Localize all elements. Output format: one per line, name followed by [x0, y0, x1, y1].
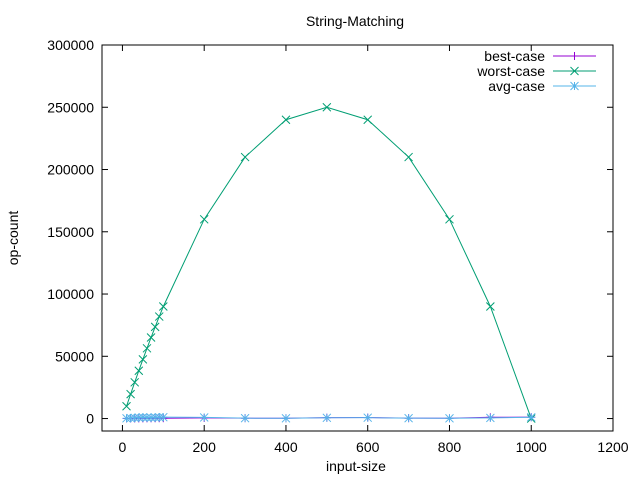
legend-label: worst-case [476, 63, 545, 79]
data-point [158, 412, 168, 422]
legend-marker [570, 81, 579, 91]
data-point [322, 413, 332, 423]
y-axis-label: op-count [5, 211, 21, 266]
data-point [445, 413, 454, 423]
data-point [138, 355, 148, 364]
data-point [363, 115, 373, 125]
x-tick-label: 800 [438, 439, 462, 455]
data-point [322, 102, 332, 112]
data-point [404, 413, 413, 423]
data-point [154, 312, 164, 321]
legend-marker [570, 66, 579, 76]
x-axis: 0 200 400 600 800 1000 1200 [119, 45, 629, 455]
y-tick-label: 0 [86, 411, 94, 427]
legend-label: avg-case [488, 78, 545, 94]
data-point [281, 115, 291, 125]
legend-label: best-case [484, 48, 545, 64]
series-layer [122, 102, 536, 423]
y-tick-label: 100000 [47, 286, 94, 302]
data-point [240, 152, 250, 162]
x-tick-label: 400 [274, 439, 298, 455]
data-point [122, 413, 131, 423]
data-point [486, 413, 495, 423]
chart-title: String-Matching [306, 13, 404, 29]
x-tick-label: 0 [119, 439, 127, 455]
y-tick-label: 250000 [47, 99, 94, 115]
data-point [404, 152, 413, 162]
data-point [130, 377, 140, 387]
data-point [240, 413, 250, 423]
data-point [142, 343, 152, 353]
x-tick-label: 600 [356, 439, 380, 455]
data-point [122, 401, 131, 411]
x-tick-label: 1000 [516, 439, 547, 455]
series-worst-case [122, 102, 536, 423]
y-tick-label: 150000 [47, 224, 94, 240]
data-point [445, 214, 454, 224]
y-tick-label: 300000 [47, 37, 94, 53]
x-tick-label: 200 [193, 439, 217, 455]
series-line [126, 106, 532, 419]
data-point [134, 366, 144, 376]
data-point [199, 413, 209, 422]
data-point [486, 302, 495, 311]
y-tick-label: 200000 [47, 162, 94, 178]
plot-frame [101, 44, 614, 432]
x-tick-label: 1200 [597, 439, 628, 455]
data-point [199, 214, 209, 224]
data-point [281, 413, 291, 423]
data-point [150, 322, 160, 332]
data-point [138, 412, 148, 422]
data-point [154, 412, 164, 422]
data-point [158, 302, 168, 311]
x-axis-label: input-size [326, 458, 386, 474]
y-axis: 0 50000 100000 150000 200000 250000 300000 [47, 37, 613, 427]
y-tick-label: 50000 [55, 348, 94, 364]
data-point [526, 412, 536, 422]
legend-marker [570, 52, 579, 60]
data-point [146, 333, 156, 342]
data-point [126, 389, 135, 399]
data-point [363, 413, 373, 423]
series-avg-case [122, 412, 536, 423]
